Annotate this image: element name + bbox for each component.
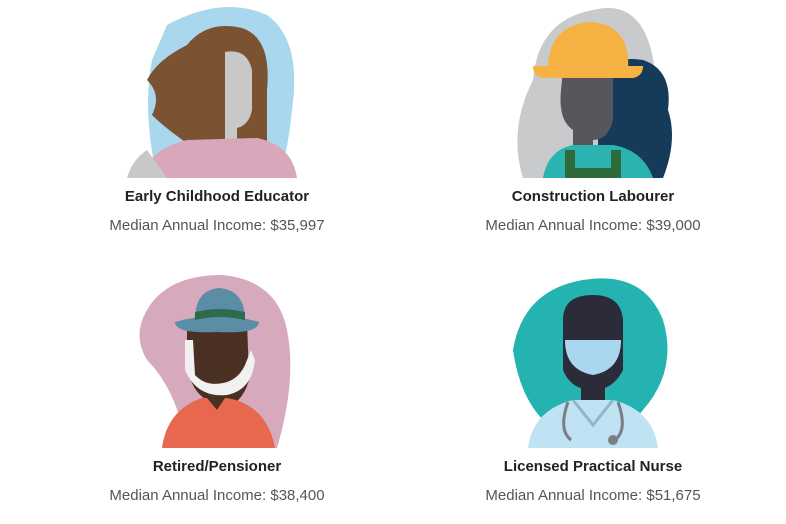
card-title: Early Childhood Educator [124,188,310,205]
card-income: Median Annual Income: $35,997 [109,217,325,234]
card-title: Construction Labourer [511,188,675,205]
card: Construction Labourer Median Annual Inco… [433,0,753,254]
illustration [139,275,291,448]
illustration [517,8,672,178]
card-income: Median Annual Income: $38,400 [109,487,325,504]
illustration [127,7,297,178]
illustration [513,278,668,448]
page: Early Childhood Educator Median Annual I… [57,0,753,504]
card-income: Median Annual Income: $51,675 [485,487,701,504]
card-title: Licensed Practical Nurse [503,458,683,475]
card-income: Median Annual Income: $39,000 [485,217,701,234]
card-title: Retired/Pensioner [152,458,282,475]
card: Licensed Practical Nurse Median Annual I… [433,270,753,524]
card: Early Childhood Educator Median Annual I… [57,0,377,254]
card: Retired/Pensioner Median Annual Income: … [57,270,377,524]
